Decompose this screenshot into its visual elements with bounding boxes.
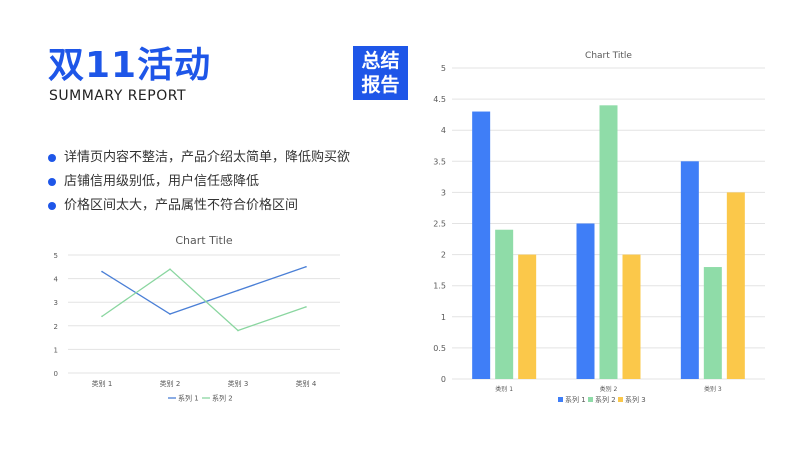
y-tick-label: 4 [54,276,59,284]
legend-label: 系列 1 [565,395,586,404]
bar [680,161,699,379]
y-tick-label: 3.5 [433,157,446,166]
y-tick-label: 3 [441,188,446,197]
bar [576,223,595,379]
x-tick-label: 类别 1 [495,385,513,393]
y-tick-label: 4.5 [433,95,446,104]
x-tick-label: 类别 3 [228,379,249,388]
bullet-item: 价格区间太大，产品属性不符合价格区间 [48,194,350,218]
bar [495,229,514,379]
x-tick-label: 类别 1 [92,379,113,388]
y-tick-label: 3 [54,299,58,307]
bar [726,192,745,379]
legend-label: 系列 2 [595,395,616,404]
series-line [101,266,307,315]
bullet-item: 详情页内容不整洁，产品介绍太简单，降低购买欲 [48,146,350,170]
badge-line-1: 总结 [361,50,400,72]
y-tick-label: 2 [441,251,446,260]
line-chart: Chart Title 0 1 2 3 4 5 类别 1 类别 2 类别 3 类别 4 系列 1 系列 … [54,234,340,403]
bullet-dot-icon [48,178,56,186]
x-tick-label: 类别 3 [704,385,722,393]
bar [703,267,722,379]
bullet-dot-icon [48,154,56,162]
bar [599,105,618,379]
page-subtitle: SUMMARY REPORT [49,88,186,104]
data-point [305,266,307,268]
y-tick-label: 1 [441,313,446,322]
bar [622,254,641,379]
chart-title: Chart Title [585,51,632,61]
legend-label: 系列 2 [212,394,233,403]
summary-badge: 总结 报告 [353,46,408,100]
bullet-dot-icon [48,202,56,210]
bullet-list: 详情页内容不整洁，产品介绍太简单，降低购买欲 店铺信用级别低，用户信任感降低 价… [48,146,350,218]
bullet-text: 店铺信用级别低，用户信任感降低 [64,174,260,189]
y-tick-label: 5 [441,64,446,73]
bar [472,111,491,379]
series-line [101,268,307,332]
y-tick-label: 4 [441,126,446,135]
legend-label: 系列 1 [178,394,199,403]
bullet-text: 价格区间太大，产品属性不符合价格区间 [64,198,299,213]
chart-title: Chart Title [175,234,233,247]
bar-chart: Chart Title 0 0.5 1 1.5 2 2.5 3 3.5 4 4.5 5 类别 1 类别 2… [433,51,765,404]
x-tick-label: 类别 2 [600,385,618,393]
legend-label: 系列 3 [625,395,646,404]
page-title: 双11活动 [48,45,212,86]
badge-line-2: 报告 [361,74,400,96]
data-point [237,329,239,332]
data-point [169,313,171,315]
y-tick-label: 1 [54,346,58,354]
y-tick-label: 2.5 [433,220,446,229]
y-tick-label: 0 [54,370,58,378]
data-point [101,315,103,318]
legend-swatch [618,397,623,402]
data-point [237,289,239,292]
y-tick-label: 1.5 [433,282,446,291]
y-tick-label: 5 [54,252,58,260]
bar [518,254,537,379]
data-point [101,270,103,273]
data-point [169,268,171,270]
y-tick-label: 0 [441,375,446,384]
legend-swatch [558,397,563,402]
y-tick-label: 2 [54,323,58,331]
y-tick-label: 0.5 [433,344,446,353]
x-tick-label: 类别 4 [296,379,317,388]
data-point [305,306,307,308]
bullet-item: 店铺信用级别低，用户信任感降低 [48,170,350,194]
x-tick-label: 类别 2 [160,379,181,388]
bullet-text: 详情页内容不整洁，产品介绍太简单，降低购买欲 [64,150,351,165]
legend-swatch [588,397,593,402]
